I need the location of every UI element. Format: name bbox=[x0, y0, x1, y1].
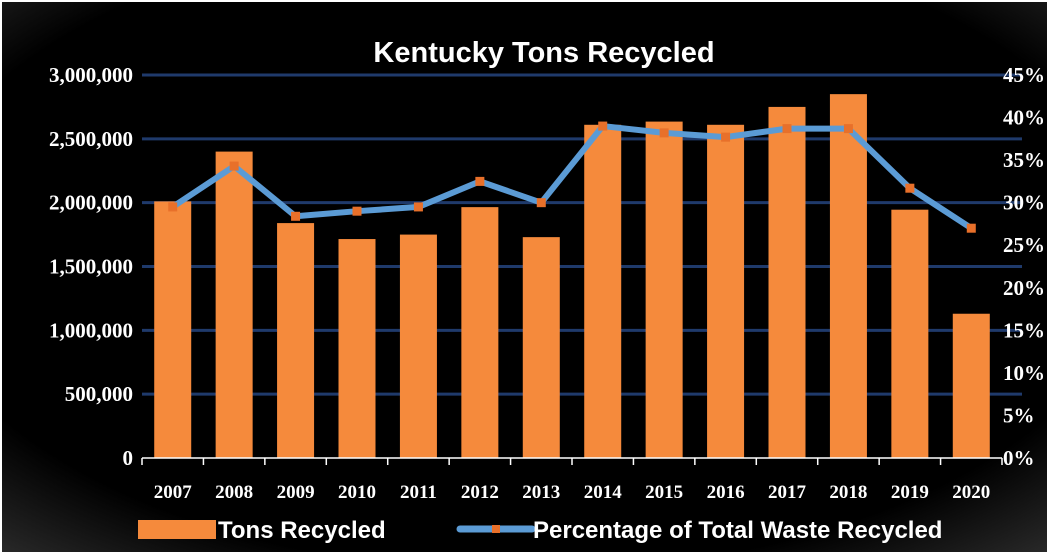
y-left-tick-label: 500,000 bbox=[65, 382, 133, 406]
x-tick-label: 2020 bbox=[952, 482, 990, 503]
x-tick-label: 2011 bbox=[400, 482, 437, 503]
x-tick-label: 2009 bbox=[277, 482, 315, 503]
y-left-tick-label: 1,500,000 bbox=[49, 255, 133, 279]
series-line bbox=[169, 123, 975, 232]
line-series bbox=[168, 121, 976, 233]
line-point bbox=[843, 124, 853, 134]
x-tick-label: 2013 bbox=[522, 482, 560, 503]
bar bbox=[891, 209, 929, 458]
bar bbox=[584, 124, 622, 458]
line-point bbox=[966, 223, 976, 233]
y-right-tick-label: 20% bbox=[1003, 276, 1045, 300]
y-right-tick-label: 45% bbox=[1003, 63, 1045, 87]
x-tick-label: 2017 bbox=[768, 482, 807, 503]
bar bbox=[829, 94, 867, 459]
legend-label-line: Percentage of Total Waste Recycled bbox=[533, 517, 942, 544]
x-tick-label: 2012 bbox=[461, 482, 499, 503]
x-tick-label: 2015 bbox=[645, 482, 683, 503]
x-tick-label: 2008 bbox=[215, 482, 253, 503]
y-right-tick-label: 35% bbox=[1003, 148, 1045, 172]
y-right-tick-label: 5% bbox=[1003, 403, 1035, 427]
y-left-tick-label: 3,000,000 bbox=[49, 63, 133, 87]
line-point bbox=[475, 176, 485, 186]
line-point bbox=[229, 161, 239, 171]
line-point bbox=[659, 128, 669, 138]
y-right-tick-label: 25% bbox=[1003, 233, 1045, 257]
legend-swatch-marker bbox=[492, 525, 500, 533]
bar bbox=[154, 201, 192, 458]
chart-title: Kentucky Tons Recycled bbox=[373, 37, 714, 69]
y-right-tick-label: 10% bbox=[1003, 361, 1045, 385]
x-tick-label: 2019 bbox=[891, 482, 929, 503]
y-left-tick-label: 1,000,000 bbox=[49, 318, 133, 342]
line-point bbox=[536, 198, 546, 208]
bar bbox=[645, 121, 683, 459]
legend: Tons Recycled Percentage of Total Waste … bbox=[138, 517, 942, 544]
bar bbox=[399, 234, 437, 458]
x-tick-label: 2010 bbox=[338, 482, 376, 503]
x-tick-label: 2014 bbox=[584, 482, 623, 503]
x-tick-label: 2007 bbox=[154, 482, 193, 503]
y-right-tick-label: 40% bbox=[1003, 106, 1045, 130]
line-point bbox=[598, 121, 608, 131]
line-point bbox=[782, 124, 792, 134]
line-point bbox=[352, 206, 362, 216]
y-right-tick-label: 30% bbox=[1003, 191, 1045, 215]
y-right-tick-label: 15% bbox=[1003, 318, 1045, 342]
line-point bbox=[291, 211, 301, 221]
line-point bbox=[413, 202, 423, 212]
bar bbox=[768, 106, 806, 459]
y-left-tick-label: 2,000,000 bbox=[49, 191, 133, 215]
y-left-tick-label: 0 bbox=[123, 446, 134, 470]
bar bbox=[522, 237, 560, 458]
y-left-tick-label: 2,500,000 bbox=[49, 127, 133, 151]
bar bbox=[952, 313, 990, 458]
left-axis: 0 500,000 1,000,000 1,500,000 2,000,000 2,500… bbox=[49, 63, 133, 470]
bar bbox=[277, 223, 315, 458]
y-right-tick-label: 0% bbox=[1003, 446, 1035, 470]
bar bbox=[338, 239, 376, 458]
x-tick-label: 2016 bbox=[707, 482, 745, 503]
line-point bbox=[168, 202, 178, 212]
x-tick-label: 2018 bbox=[829, 482, 867, 503]
x-axis: 2007 2008 2009 2010 2011 2012 2013 2014 2015 2016… bbox=[141, 457, 1003, 503]
bar-series bbox=[154, 94, 990, 459]
legend-swatch-bar bbox=[138, 520, 216, 539]
line-point bbox=[721, 132, 731, 142]
right-axis: 0% 5% 10% 15% 20% 25% 30% 35% 40% 45% bbox=[1003, 63, 1045, 470]
legend-label-bar: Tons Recycled bbox=[218, 517, 386, 544]
bar bbox=[461, 207, 499, 458]
line-point bbox=[905, 183, 915, 193]
bar bbox=[707, 124, 745, 458]
bar bbox=[215, 151, 253, 458]
